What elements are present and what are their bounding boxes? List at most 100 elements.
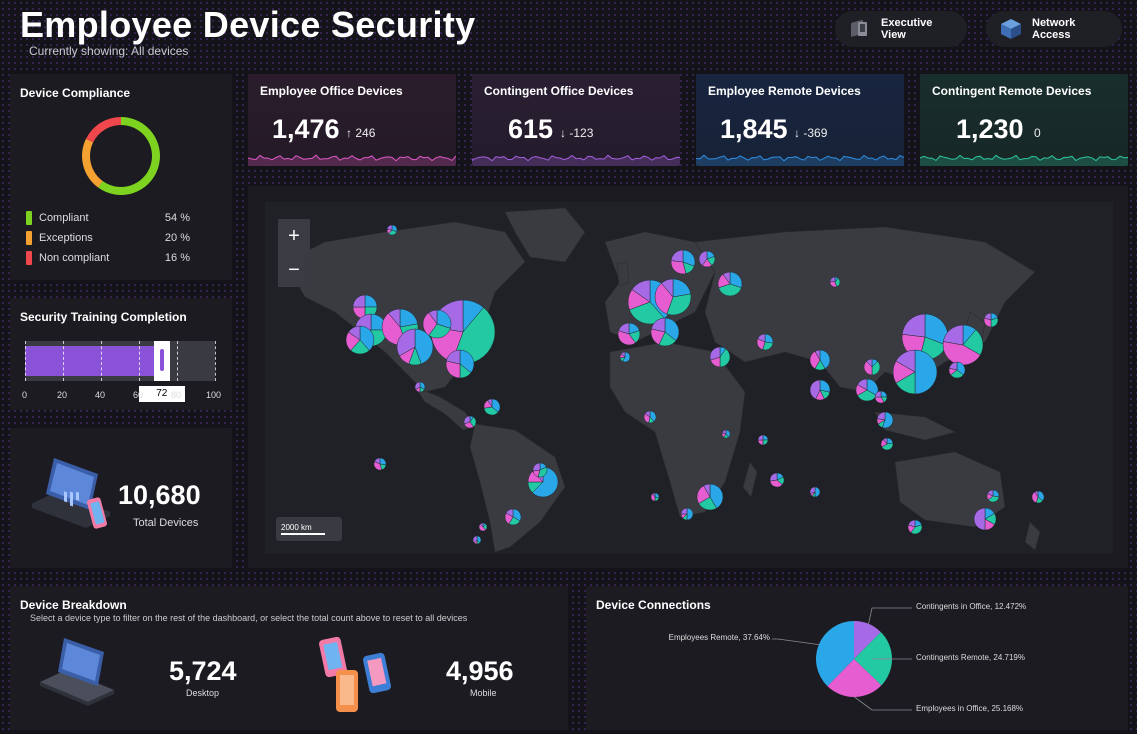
- map-location-pie[interactable]: [650, 317, 680, 347]
- kpi-value: 1,476: [272, 114, 340, 144]
- map-location-pie[interactable]: [396, 328, 434, 366]
- map-location-pie[interactable]: [643, 410, 657, 424]
- map-location-pie[interactable]: [880, 437, 894, 451]
- map-location-pie[interactable]: [717, 271, 743, 297]
- donut-segment-non-compliant[interactable]: [85, 117, 121, 143]
- desktop-breakdown-item[interactable]: 5,724 Desktop: [36, 636, 256, 716]
- map-location-pie[interactable]: [654, 278, 692, 316]
- training-tick-label: 40: [95, 390, 106, 400]
- map-location-pie[interactable]: [948, 361, 966, 379]
- map-location-pie[interactable]: [809, 486, 821, 498]
- map-location-pie[interactable]: [696, 483, 724, 511]
- arrow-up-icon: ↑: [346, 126, 352, 140]
- compliance-donut[interactable]: [80, 115, 162, 197]
- mobile-breakdown-item[interactable]: 4,956 Mobile: [318, 634, 538, 718]
- legend-exceptions[interactable]: Exceptions 20 %: [26, 231, 190, 245]
- kpi-employee-remote[interactable]: Employee Remote Devices 1,845 ↓ -369: [696, 74, 904, 166]
- map-location-pie[interactable]: [617, 322, 641, 346]
- map-location-pie[interactable]: [829, 276, 841, 288]
- map-location-pie[interactable]: [983, 312, 999, 328]
- training-marker[interactable]: [153, 341, 170, 381]
- kpi-value: 615: [508, 114, 554, 144]
- legend-non-compliant[interactable]: Non compliant 16 %: [26, 251, 190, 265]
- map-location-pie[interactable]: [478, 522, 488, 532]
- kpi-contingent-office[interactable]: Contingent Office Devices 615 ↓ -123: [472, 74, 680, 166]
- world-map[interactable]: [265, 202, 1113, 554]
- non-compliant-label: Non compliant: [39, 252, 110, 264]
- executive-view-button[interactable]: Executive View: [835, 11, 967, 47]
- zoom-in-button[interactable]: +: [278, 219, 310, 253]
- phones-icon: [319, 636, 391, 712]
- exceptions-pct: 20 %: [164, 232, 190, 244]
- map-location-pie[interactable]: [352, 294, 378, 320]
- map-location-pie[interactable]: [892, 349, 938, 395]
- map-location-pie[interactable]: [769, 472, 785, 488]
- map-location-pie[interactable]: [709, 346, 731, 368]
- scale-label: 2000 km: [281, 523, 312, 532]
- training-tick-label: 0: [22, 390, 28, 400]
- pie-slice[interactable]: [816, 621, 854, 687]
- mobile-label: Mobile: [470, 688, 497, 698]
- donut-segment-exceptions[interactable]: [82, 138, 103, 188]
- map-location-pie[interactable]: [483, 398, 501, 416]
- map-location-pie[interactable]: [670, 249, 696, 275]
- donut-segment-compliant[interactable]: [98, 117, 161, 195]
- executive-view-label: Executive View: [881, 17, 933, 41]
- map-location-pie[interactable]: [809, 379, 831, 401]
- network-cube-icon: [1001, 19, 1021, 39]
- device-stack-icon: [851, 19, 867, 37]
- kpi-delta-value: 0: [1034, 126, 1041, 140]
- total-devices-value: 10,680: [118, 480, 201, 510]
- mobile-count: 4,956: [446, 656, 514, 686]
- map-location-pie[interactable]: [414, 381, 426, 393]
- map-location-pie[interactable]: [986, 489, 1000, 503]
- map-location-pie[interactable]: [680, 507, 694, 521]
- map-location-pie[interactable]: [757, 434, 769, 446]
- training-tick-label: 80: [171, 390, 182, 400]
- device-breakdown-panel: Device Breakdown Select a device type to…: [10, 586, 568, 730]
- map-location-pie[interactable]: [345, 325, 375, 355]
- map-location-pie[interactable]: [756, 333, 774, 351]
- map-location-pie[interactable]: [386, 224, 398, 236]
- map-location-pie[interactable]: [532, 462, 548, 478]
- map-location-pie[interactable]: [942, 324, 984, 366]
- kpi-title: Employee Office Devices: [260, 84, 403, 98]
- device-compliance-panel: Device Compliance: [10, 74, 232, 280]
- compliant-swatch: [26, 211, 32, 225]
- map-location-pie[interactable]: [472, 535, 482, 545]
- network-access-button[interactable]: Network Access: [986, 11, 1122, 47]
- arrow-down-icon: ↓: [794, 126, 800, 140]
- map-location-pie[interactable]: [863, 358, 881, 376]
- training-bar-fill: [25, 346, 154, 376]
- map-location-pie[interactable]: [907, 519, 923, 535]
- kpi-employee-office[interactable]: Employee Office Devices 1,476 ↑ 246: [248, 74, 456, 166]
- zoom-out-button[interactable]: −: [278, 253, 310, 287]
- map-location-pie[interactable]: [874, 390, 888, 404]
- map-location-pie[interactable]: [809, 349, 831, 371]
- map-location-pie[interactable]: [698, 250, 716, 268]
- map-location-pie[interactable]: [619, 351, 631, 363]
- kpi-contingent-remote[interactable]: Contingent Remote Devices 1,230 0: [920, 74, 1128, 166]
- training-title: Security Training Completion: [20, 310, 187, 324]
- pie-leader-line: [772, 638, 819, 646]
- pie-leader-line: [854, 696, 912, 711]
- page-subtitle: Currently showing: All devices: [29, 44, 189, 58]
- map-location-pie[interactable]: [373, 457, 387, 471]
- training-gridline: [63, 341, 64, 381]
- map-location-pie[interactable]: [650, 492, 660, 502]
- map-location-pie[interactable]: [721, 429, 731, 439]
- map-location-pie[interactable]: [1031, 490, 1045, 504]
- map-location-pie[interactable]: [463, 415, 477, 429]
- map-location-pie[interactable]: [973, 507, 997, 531]
- map-location-pie[interactable]: [422, 309, 452, 339]
- legend-compliant[interactable]: Compliant 54 %: [26, 211, 190, 225]
- compliant-pct: 54 %: [164, 212, 190, 224]
- map-location-pie[interactable]: [445, 349, 475, 379]
- map-location-pie[interactable]: [504, 508, 522, 526]
- map-location-pie[interactable]: [876, 411, 894, 429]
- map-location-pie[interactable]: [855, 378, 879, 402]
- connections-pie[interactable]: [586, 586, 1128, 730]
- pie-slice[interactable]: [854, 621, 881, 659]
- pie-slice[interactable]: [827, 659, 882, 697]
- training-tick-label: 20: [57, 390, 68, 400]
